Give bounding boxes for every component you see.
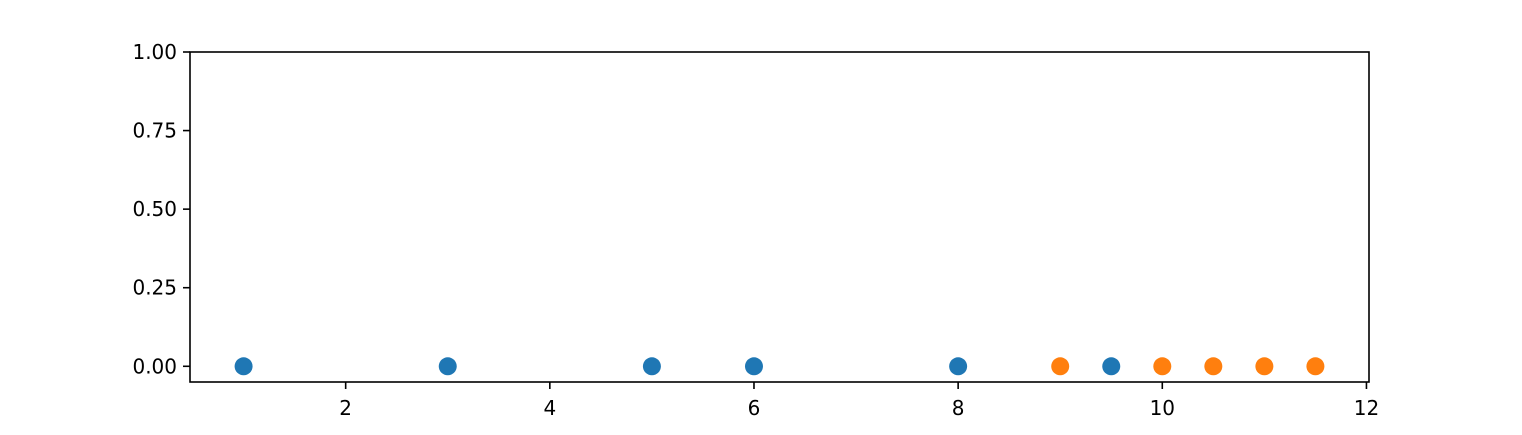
data-point-series-1 xyxy=(438,357,457,376)
y-tick-label: 0.75 xyxy=(132,119,177,143)
plot-frame xyxy=(189,51,1370,383)
data-point-series-2 xyxy=(1255,357,1274,376)
y-tick-label: 0.00 xyxy=(132,354,177,378)
x-tick-label: 8 xyxy=(952,396,965,420)
data-point-series-1 xyxy=(1102,357,1121,376)
y-tick-label: 0.50 xyxy=(132,197,177,221)
x-tick-label: 12 xyxy=(1354,396,1379,420)
y-tick-label: 0.25 xyxy=(132,276,177,300)
plot-background xyxy=(190,52,1369,382)
data-point-series-2 xyxy=(1204,357,1223,376)
y-axis-ticks: 0.00 0.25 0.50 0.75 1.00 xyxy=(132,40,190,378)
x-tick-label: 2 xyxy=(339,396,352,420)
y-tick-label: 1.00 xyxy=(132,40,177,64)
data-point-series-2 xyxy=(1306,357,1325,376)
data-point-series-1 xyxy=(744,357,763,376)
data-point-series-2 xyxy=(1153,357,1172,376)
x-tick-label: 6 xyxy=(748,396,761,420)
x-tick-label: 4 xyxy=(543,396,556,420)
x-axis-ticks: 2 4 6 8 10 12 xyxy=(339,382,1379,420)
data-point-series-1 xyxy=(949,357,968,376)
data-points xyxy=(234,357,1325,376)
data-point-series-1 xyxy=(234,357,253,376)
x-tick-label: 10 xyxy=(1150,396,1175,420)
data-point-series-1 xyxy=(642,357,661,376)
data-point-series-2 xyxy=(1051,357,1070,376)
